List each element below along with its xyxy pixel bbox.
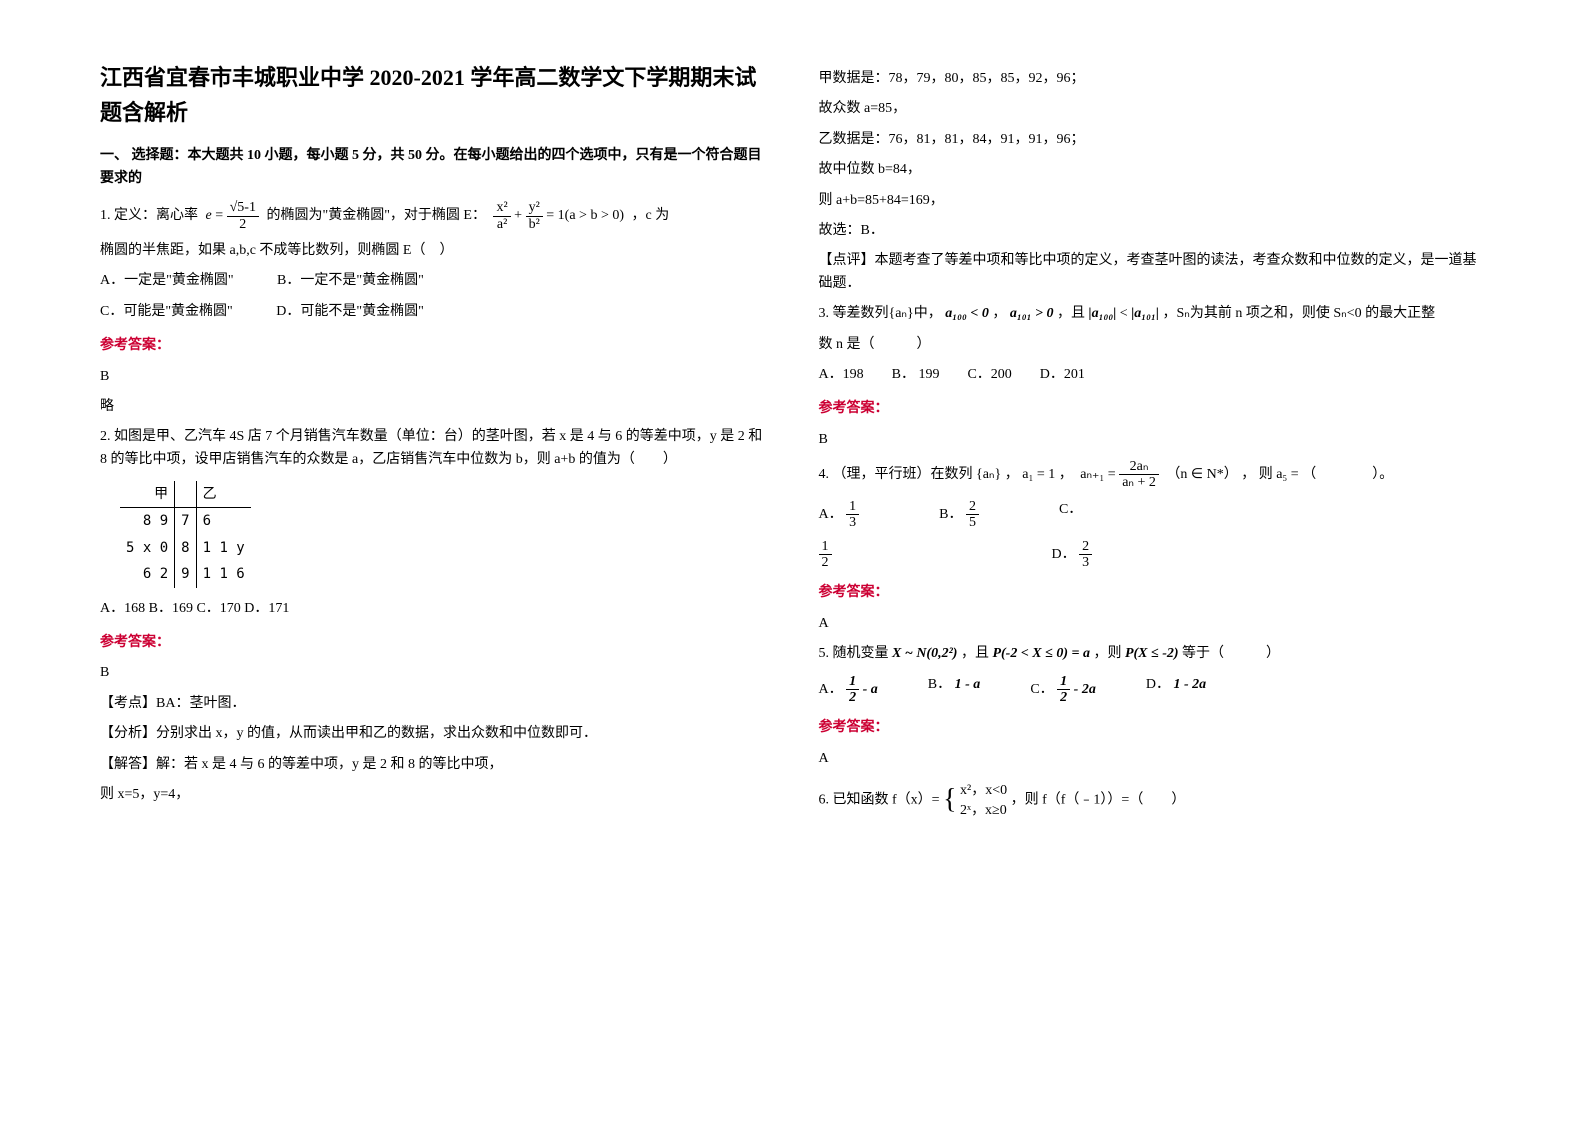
q1-ellipse-formula: x² a² + y² b² = 1(a > b > 0) xyxy=(493,200,624,232)
q1-opt-b: B．一定不是"黄金椭圆" xyxy=(277,270,424,292)
q1-opt-a: A．一定是"黄金椭圆" xyxy=(100,270,234,292)
sum: 则 a+b=85+84=169， xyxy=(819,190,1488,212)
q2-options: A．168 B．169 C．170 D．171 xyxy=(100,598,769,620)
main-title: 江西省宜春市丰城职业中学 2020-2021 学年高二数学文下学期期末试题含解析 xyxy=(100,60,769,130)
q5-options: A． 1 2 - a B． 1 - a C． 1 2 - 2a D． 1 - 2… xyxy=(819,674,1488,706)
q4-answer: A xyxy=(819,613,1488,635)
q3-answer: B xyxy=(819,429,1488,451)
q2-answer: B xyxy=(100,662,769,684)
q1-answer: B xyxy=(100,366,769,388)
question-4: 4. （理，平行班）在数列 {aₙ} ， a₁ = 1 ， aₙ₊₁ = 2aₙ… xyxy=(819,459,1488,491)
q5-answer-label: 参考答案： xyxy=(819,717,1488,739)
q3-answer-label: 参考答案： xyxy=(819,398,1488,420)
q1-line2: 椭圆的半焦距，如果 a,b,c 不成等比数列，则椭圆 E（ ） xyxy=(100,240,769,262)
q2-jieda: 【解答】解：若 x 是 4 与 6 的等差中项，y 是 2 和 8 的等比中项， xyxy=(100,754,769,776)
q1-tail1: ，c 为 xyxy=(632,208,670,223)
q3-line2: 数 n 是（ ） xyxy=(819,334,1488,356)
q1-options: A．一定是"黄金椭圆" B．一定不是"黄金椭圆" C．可能是"黄金椭圆" D．可… xyxy=(100,270,769,323)
q4-opt-a: A． 1 3 xyxy=(819,499,860,531)
dianping: 【点评】本题考查了等差中项和等比中项的定义，考查茎叶图的读法，考查众数和中位数的… xyxy=(819,250,1488,295)
brace-icon: { xyxy=(943,778,956,823)
q1-answer-label: 参考答案： xyxy=(100,335,769,357)
stem-leaf-header-left: 甲 xyxy=(120,481,175,508)
q1-opt-c: C．可能是"黄金椭圆" xyxy=(100,301,233,323)
q2-answer-label: 参考答案： xyxy=(100,632,769,654)
stem-leaf-plot: 甲 乙 8 9 7 6 5 x 0 8 1 1 y 6 2 9 1 1 6 xyxy=(120,481,251,588)
left-column: 江西省宜春市丰城职业中学 2020-2021 学年高二数学文下学期期末试题含解析… xyxy=(100,60,769,1062)
q4-opt-d: D． 2 3 xyxy=(1052,539,1093,571)
q3-options: A．198 B． 199 C．200 D．201 xyxy=(819,364,1488,386)
question-6: 6. 已知函数 f（x）= { x²，x<0 2ˣ，x≥0 ，则 f（f（﹣1）… xyxy=(819,778,1488,823)
q5-opt-b: B． 1 - a xyxy=(928,674,981,706)
q5-answer: A xyxy=(819,748,1488,770)
section-1-header: 一、 选择题：本大题共 10 小题，每小题 5 分，共 50 分。在每小题给出的… xyxy=(100,145,769,190)
q1-lue: 略 xyxy=(100,396,769,418)
q2-kaodian: 【考点】BA：茎叶图． xyxy=(100,693,769,715)
q5-opt-a: A． 1 2 - a xyxy=(819,674,878,706)
q1-mid1: 的椭圆为"黄金椭圆"，对于椭圆 E： xyxy=(266,208,485,223)
stem-leaf-header-right: 乙 xyxy=(196,481,251,508)
q5-opt-c: C． 1 2 - 2a xyxy=(1030,674,1096,706)
q4-options-row2: 1 2 D． 2 3 xyxy=(819,539,1488,571)
q1-e-formula: e = √5-1 2 xyxy=(206,200,259,232)
zhongwei: 故中位数 b=84， xyxy=(819,159,1488,181)
q5-opt-d: D． 1 - 2a xyxy=(1146,674,1206,706)
jia-data: 甲数据是：78，79，80，85，85，92，96； xyxy=(819,68,1488,90)
zhongshu: 故众数 a=85， xyxy=(819,98,1488,120)
q2-text: 2. 如图是甲、乙汽车 4S 店 7 个月销售汽车数量（单位：台）的茎叶图，若 … xyxy=(100,426,769,471)
q2-fenxi: 【分析】分别求出 x，y 的值，从而读出甲和乙的数据，求出众数和中位数即可． xyxy=(100,723,769,745)
question-3: 3. 等差数列{aₙ}中， a₁₀₀ < 0 ， a₁₀₁ > 0 ，且 |a₁… xyxy=(819,303,1488,325)
right-column: 甲数据是：78，79，80，85，85，92，96； 故众数 a=85， 乙数据… xyxy=(819,60,1488,1062)
q4-opt-b: B． 2 5 xyxy=(939,499,979,531)
q1-opt-d: D．可能不是"黄金椭圆" xyxy=(276,301,424,323)
question-1: 1. 定义：离心率 e = √5-1 2 的椭圆为"黄金椭圆"，对于椭圆 E： … xyxy=(100,200,769,232)
q4-options-row1: A． 1 3 B． 2 5 C． xyxy=(819,499,1488,531)
q1-prefix: 1. 定义：离心率 xyxy=(100,208,198,223)
q4-answer-label: 参考答案： xyxy=(819,582,1488,604)
yi-data: 乙数据是：76，81，81，84，91，91，96； xyxy=(819,129,1488,151)
q2-line-xy: 则 x=5，y=4， xyxy=(100,784,769,806)
q4-recurrence: aₙ₊₁ = 2aₙ aₙ + 2 xyxy=(1080,459,1159,491)
xuan: 故选：B． xyxy=(819,220,1488,242)
q4-opt-c: C． xyxy=(1059,499,1082,531)
q4-opt-c2: 1 2 xyxy=(819,539,832,571)
question-5: 5. 随机变量 X ~ N(0,2²) ，且 P(-2 < X ≤ 0) = a… xyxy=(819,643,1488,665)
